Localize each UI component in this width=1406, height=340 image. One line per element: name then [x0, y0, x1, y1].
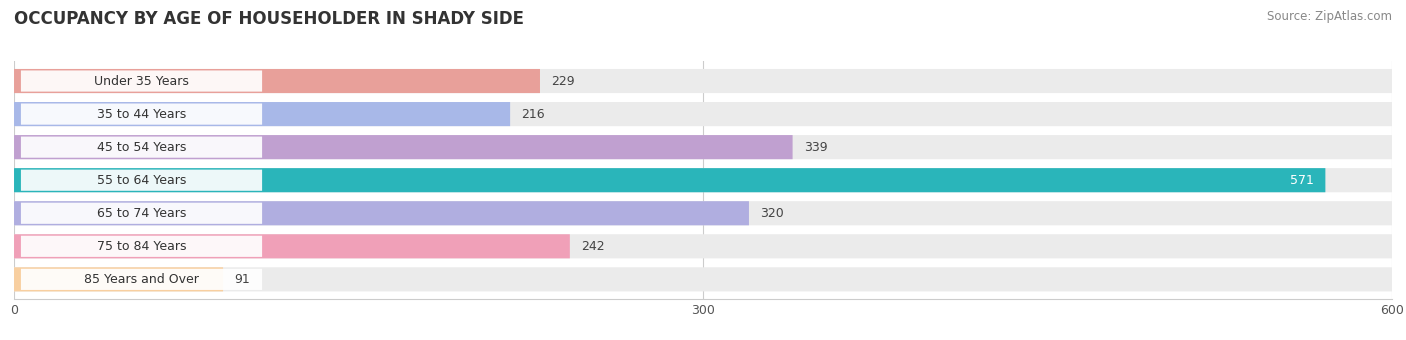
FancyBboxPatch shape: [21, 269, 262, 290]
FancyBboxPatch shape: [14, 69, 540, 93]
FancyBboxPatch shape: [14, 135, 1392, 159]
FancyBboxPatch shape: [14, 267, 1392, 291]
FancyBboxPatch shape: [14, 69, 1392, 93]
FancyBboxPatch shape: [14, 135, 793, 159]
FancyBboxPatch shape: [21, 137, 262, 158]
FancyBboxPatch shape: [14, 201, 1392, 225]
Text: OCCUPANCY BY AGE OF HOUSEHOLDER IN SHADY SIDE: OCCUPANCY BY AGE OF HOUSEHOLDER IN SHADY…: [14, 10, 524, 28]
FancyBboxPatch shape: [14, 168, 1326, 192]
Text: 55 to 64 Years: 55 to 64 Years: [97, 174, 186, 187]
FancyBboxPatch shape: [14, 102, 1392, 126]
FancyBboxPatch shape: [14, 234, 1392, 258]
Text: 216: 216: [522, 107, 544, 121]
Text: 45 to 54 Years: 45 to 54 Years: [97, 141, 186, 154]
Text: 229: 229: [551, 74, 575, 87]
FancyBboxPatch shape: [21, 203, 262, 224]
Text: 35 to 44 Years: 35 to 44 Years: [97, 107, 186, 121]
FancyBboxPatch shape: [21, 170, 262, 191]
Text: 571: 571: [1291, 174, 1315, 187]
FancyBboxPatch shape: [21, 70, 262, 91]
Text: 339: 339: [804, 141, 827, 154]
FancyBboxPatch shape: [21, 103, 262, 125]
Text: 242: 242: [581, 240, 605, 253]
FancyBboxPatch shape: [14, 234, 569, 258]
FancyBboxPatch shape: [14, 168, 1392, 192]
Text: Under 35 Years: Under 35 Years: [94, 74, 188, 87]
FancyBboxPatch shape: [21, 236, 262, 257]
Text: 320: 320: [761, 207, 783, 220]
Text: 75 to 84 Years: 75 to 84 Years: [97, 240, 186, 253]
FancyBboxPatch shape: [14, 102, 510, 126]
Text: Source: ZipAtlas.com: Source: ZipAtlas.com: [1267, 10, 1392, 23]
FancyBboxPatch shape: [14, 267, 224, 291]
FancyBboxPatch shape: [14, 201, 749, 225]
Text: 85 Years and Over: 85 Years and Over: [84, 273, 200, 286]
Text: 65 to 74 Years: 65 to 74 Years: [97, 207, 186, 220]
Text: 91: 91: [233, 273, 250, 286]
